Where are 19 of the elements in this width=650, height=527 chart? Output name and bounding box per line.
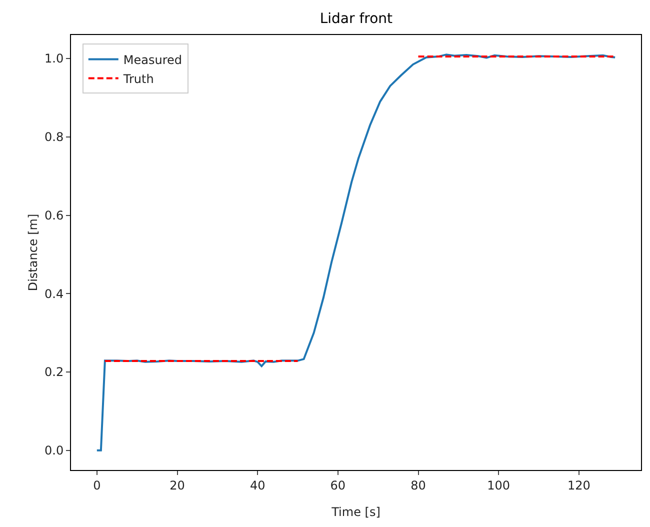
legend-label: Truth: [122, 72, 154, 86]
x-tick-label: 40: [250, 478, 266, 492]
line-series: [96, 54, 616, 452]
y-tick-label: 0.2: [44, 365, 64, 380]
y-tick-label: 0.6: [44, 208, 64, 222]
x-tick-label: 20: [170, 478, 185, 492]
x-tick-label: 100: [487, 478, 510, 492]
y-tick-label: 0.0: [44, 444, 64, 458]
y-tick-label: 1.0: [44, 52, 64, 66]
legend-label: Measured: [123, 52, 182, 67]
y-axis-title: Distance [m]: [26, 214, 40, 292]
y-tick-label: 0.4: [44, 286, 64, 301]
x-tick-label: 60: [330, 478, 346, 492]
x-axis-title: Time [s]: [330, 505, 380, 519]
x-tick-label: 120: [567, 478, 590, 492]
y-tick-label: 0.8: [44, 130, 64, 144]
x-tick-label: 0: [93, 478, 101, 492]
chart-title: Lidar front: [320, 10, 394, 27]
x-tick-label: 80: [410, 478, 426, 492]
